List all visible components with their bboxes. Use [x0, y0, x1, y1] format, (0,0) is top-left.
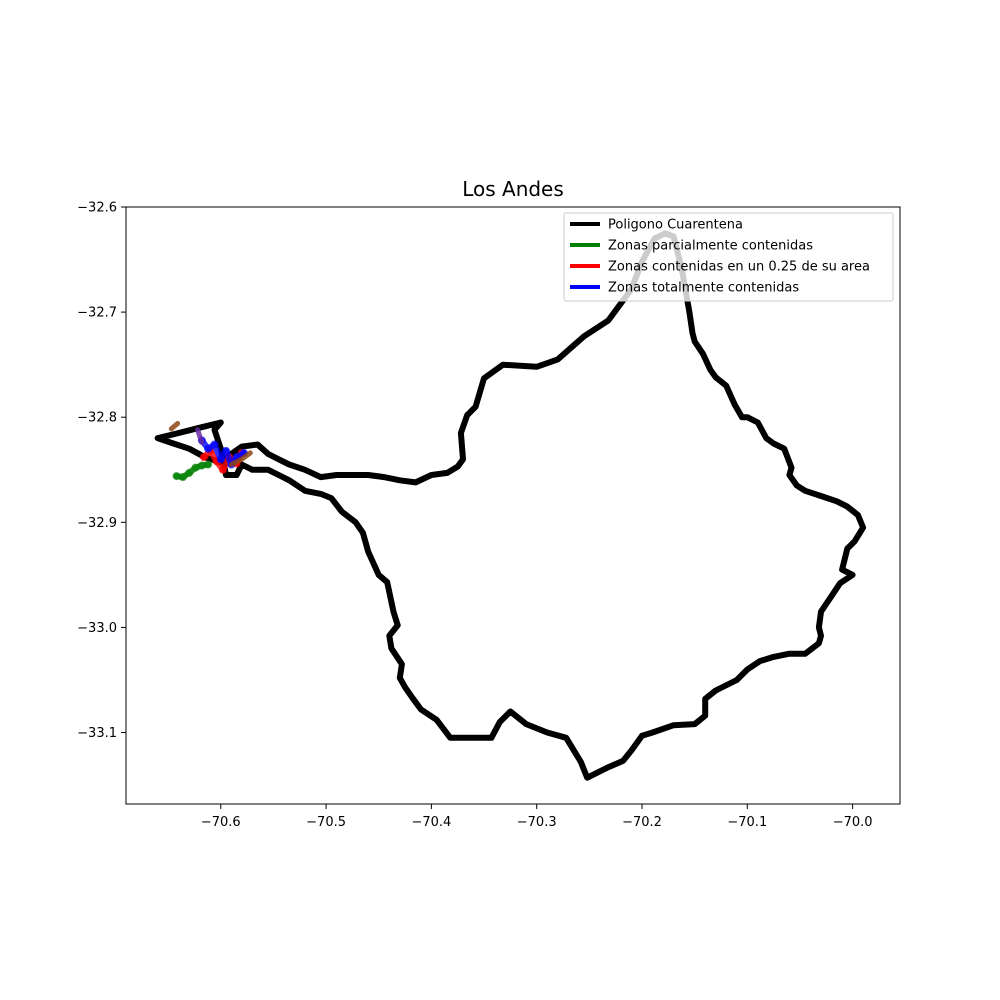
series-1-point	[191, 463, 200, 472]
series-3-point	[210, 440, 219, 449]
x-tick-label: −70.1	[727, 815, 767, 830]
series-1-point	[178, 473, 187, 482]
series-3-point	[204, 444, 213, 453]
series-line-0	[154, 230, 867, 781]
legend-label: Zonas contenidas en un 0.25 de su area	[608, 260, 870, 275]
legend-label: Poligono Cuarentena	[608, 218, 743, 233]
y-tick-label: −32.7	[77, 306, 117, 321]
series-1-point	[172, 472, 181, 481]
overlay-mark-2	[195, 427, 205, 445]
legend: Poligono Cuarentena Zonas parcialmente co…	[563, 212, 894, 302]
x-tick-label: −70.4	[411, 815, 451, 830]
series-2-point	[199, 453, 208, 462]
y-tick-label: −33.1	[77, 726, 117, 741]
x-tick-label: −70.2	[622, 815, 662, 830]
series-3-point	[216, 455, 225, 464]
y-tick-label: −32.6	[77, 201, 117, 216]
chart-title: Los Andes	[462, 177, 564, 201]
x-tick-label: −70.5	[306, 815, 346, 830]
series-1-point	[204, 460, 213, 469]
series-1-point	[185, 468, 194, 477]
series-3-point	[222, 446, 231, 455]
overlay-mark-0	[168, 421, 181, 432]
series-layer	[154, 230, 867, 781]
legend-label: Zonas totalmente contenidas	[608, 281, 799, 296]
y-tick-label: −33.0	[77, 621, 117, 636]
x-tick-label: −70.0	[833, 815, 873, 830]
x-tick-label: −70.3	[517, 815, 557, 830]
plot-frame	[125, 206, 901, 805]
x-axis: −70.6 −70.5 −70.4 −70.3 −70.2 −70.1 −70.0	[201, 804, 873, 830]
legend-label: Zonas parcialmente contenidas	[608, 239, 813, 254]
series-2-point	[218, 465, 227, 474]
y-axis: −32.6 −32.7 −32.8 −32.9 −33.0 −33.1	[77, 201, 126, 741]
x-tick-label: −70.6	[201, 815, 241, 830]
legend-box	[563, 212, 894, 302]
y-tick-label: −32.8	[77, 411, 117, 426]
series-1-point	[197, 461, 206, 470]
overlay-mark-1	[228, 450, 253, 467]
y-tick-label: −32.9	[77, 516, 117, 531]
